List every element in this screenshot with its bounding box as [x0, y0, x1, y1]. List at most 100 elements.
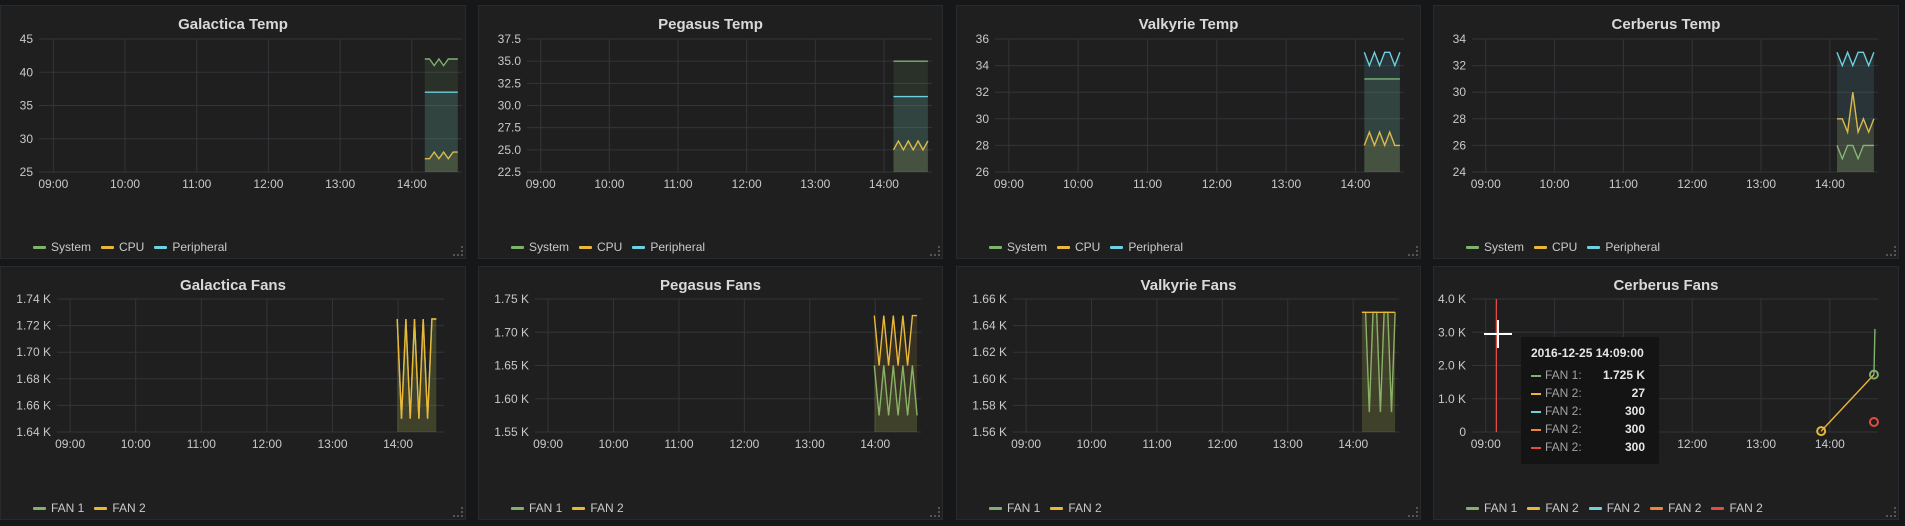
- series-line-fan-1[interactable]: [1873, 328, 1876, 375]
- panel-galactica-fans[interactable]: 1.64 K 1.66 K 1.68 K 1.70 K 1.72 K 1.74 K 09:0…: [0, 266, 466, 520]
- x-tick-label: 13:00: [325, 177, 355, 191]
- legend-item[interactable]: FAN 2: [572, 501, 624, 515]
- chart-svg[interactable]: 25 30 35 40 45 09:00 10:00 11:00 12:00 13:00 14:00: [1, 6, 467, 260]
- legend-swatch-icon: [511, 246, 524, 250]
- panel-title[interactable]: Cerberus Fans: [1613, 277, 1719, 294]
- legend: System CPU Peripheral: [1466, 240, 1670, 254]
- legend-item[interactable]: FAN 2: [1711, 501, 1763, 515]
- legend-item[interactable]: FAN 1: [33, 501, 84, 515]
- legend-item[interactable]: FAN 2: [1650, 501, 1701, 515]
- series-line-fan-2[interactable]: [396, 318, 437, 419]
- series-line-system[interactable]: [1836, 144, 1874, 161]
- resize-handle-icon[interactable]: [1886, 507, 1896, 517]
- resize-handle-icon[interactable]: [1408, 507, 1418, 517]
- series-line-cpu[interactable]: [892, 139, 929, 152]
- tooltip-row: FAN 1: 1.725 K: [1531, 366, 1649, 384]
- legend-item[interactable]: System: [511, 240, 569, 254]
- legend-item[interactable]: CPU: [579, 240, 622, 254]
- chart-svg[interactable]: 26 28 30 32 34 36 09:00 10:00 11:00 12:00 13:00 14:…: [957, 6, 1422, 260]
- tooltip-label: FAN 2:: [1545, 422, 1582, 436]
- chart-svg[interactable]: 1.56 K 1.58 K 1.60 K 1.62 K 1.64 K 1.66 K 09:0…: [957, 267, 1422, 521]
- x-tick-label: 14:00: [1815, 437, 1845, 451]
- legend-swatch-icon: [1587, 246, 1601, 250]
- series-line-fan-1[interactable]: [873, 365, 918, 416]
- series-line-peripheral[interactable]: [1836, 50, 1875, 68]
- legend-item[interactable]: Peripheral: [1110, 240, 1183, 254]
- x-tick-label: 11:00: [663, 177, 692, 191]
- panel-pegasus-fans[interactable]: 1.55 K 1.60 K 1.65 K 1.70 K 1.75 K 09:00 10:00…: [478, 266, 943, 520]
- legend-item[interactable]: FAN 2: [1588, 501, 1641, 515]
- chart-svg[interactable]: 1.64 K 1.66 K 1.68 K 1.70 K 1.72 K 1.74 K 09:0…: [1, 267, 467, 521]
- series-line-fan-1[interactable]: [1361, 311, 1396, 413]
- x-tick-label: 13:00: [317, 437, 347, 451]
- panel-title[interactable]: Pegasus Temp: [658, 16, 763, 33]
- y-tick-label: 35.0: [498, 54, 522, 68]
- x-tick-label: 14:00: [1338, 437, 1368, 451]
- x-tick-label: 13:00: [795, 437, 825, 451]
- legend-swatch-icon: [154, 246, 168, 250]
- y-tick-label: 3.0 K: [1438, 325, 1466, 339]
- legend-item[interactable]: System: [989, 240, 1047, 254]
- legend-item[interactable]: CPU: [101, 240, 144, 254]
- resize-handle-icon[interactable]: [1886, 246, 1896, 256]
- y-tick-label: 27.5: [498, 121, 522, 135]
- legend-swatch-icon: [579, 246, 593, 250]
- series-line-cpu[interactable]: [1837, 92, 1875, 135]
- series-line-fan-2[interactable]: [873, 314, 918, 366]
- legend-swatch-icon: [1527, 507, 1541, 511]
- tooltip-value: 300: [1624, 440, 1645, 454]
- series-area-system: [1837, 145, 1874, 172]
- series-area-system: [1364, 78, 1400, 172]
- legend-item[interactable]: FAN 2: [94, 501, 146, 515]
- panel-valkyrie-fans[interactable]: 1.56 K 1.58 K 1.60 K 1.62 K 1.64 K 1.66 K 09:0…: [956, 266, 1421, 520]
- legend-swatch-icon: [1534, 246, 1548, 250]
- panel-valkyrie-temp[interactable]: 26 28 30 32 34 36 09:00 10:00 11:00 12:00 13:00 14:…: [956, 5, 1421, 259]
- tooltip-swatch-icon: [1531, 428, 1541, 431]
- panel-title[interactable]: Galactica Temp: [178, 16, 288, 33]
- series-line-cpu[interactable]: [424, 150, 458, 160]
- resize-handle-icon[interactable]: [930, 507, 940, 517]
- resize-handle-icon[interactable]: [1408, 246, 1418, 256]
- series-line-peripheral[interactable]: [1363, 50, 1401, 68]
- legend-swatch-icon: [989, 507, 1002, 511]
- chart-svg[interactable]: 22.5 25.0 27.5 30.0 32.5 35.0 37.5 09:00 10:00 11…: [479, 6, 944, 260]
- legend-item[interactable]: FAN 1: [1466, 501, 1517, 515]
- legend-label: FAN 2: [1606, 501, 1641, 515]
- resize-handle-icon[interactable]: [453, 246, 463, 256]
- resize-handle-icon[interactable]: [453, 507, 463, 517]
- chart-svg[interactable]: 01.0 K2.0 K3.0 K4.0 K09:0010:0011:0012:0…: [1434, 267, 1900, 521]
- panel-title[interactable]: Galactica Fans: [180, 277, 286, 294]
- legend-item[interactable]: Peripheral: [154, 240, 227, 254]
- legend-item[interactable]: FAN 1: [989, 501, 1040, 515]
- chart-svg[interactable]: 1.55 K 1.60 K 1.65 K 1.70 K 1.75 K 09:00 10:00…: [479, 267, 944, 521]
- legend-item[interactable]: FAN 2: [1050, 501, 1102, 515]
- series-line-cpu[interactable]: [1363, 130, 1400, 148]
- y-tick-label: 30: [1453, 85, 1467, 99]
- x-tick-label: 11:00: [1142, 437, 1171, 451]
- legend-item[interactable]: System: [33, 240, 91, 254]
- panel-pegasus-temp[interactable]: 22.5 25.0 27.5 30.0 32.5 35.0 37.5 09:00 10:00 11…: [478, 5, 943, 259]
- panel-title[interactable]: Valkyrie Temp: [1138, 16, 1239, 33]
- y-tick-label: 1.70 K: [494, 325, 529, 339]
- y-tick-label: 30.0: [498, 99, 522, 113]
- panel-galactica-temp[interactable]: 25 30 35 40 45 09:00 10:00 11:00 12:00 13:00 14:00…: [0, 5, 466, 259]
- legend-item[interactable]: Peripheral: [1587, 240, 1660, 254]
- panel-title[interactable]: Pegasus Fans: [660, 277, 761, 294]
- panel-cerberus-fans[interactable]: 01.0 K2.0 K3.0 K4.0 K09:0010:0011:0012:0…: [1433, 266, 1899, 520]
- chart-svg[interactable]: 24 26 28 30 32 34 09:00 10:00 11:00 12:00 13:00 14:…: [1434, 6, 1900, 260]
- x-tick-label: 12:00: [729, 437, 759, 451]
- y-tick-label: 1.64 K: [972, 319, 1007, 333]
- legend-item[interactable]: Peripheral: [632, 240, 705, 254]
- legend-item[interactable]: CPU: [1534, 240, 1577, 254]
- legend-item[interactable]: FAN 2: [1527, 501, 1579, 515]
- series-line-system[interactable]: [424, 57, 458, 67]
- legend-item[interactable]: FAN 1: [511, 501, 562, 515]
- panel-title[interactable]: Cerberus Temp: [1611, 16, 1721, 33]
- legend-item[interactable]: System: [1466, 240, 1524, 254]
- series-line-fan-2[interactable]: [1820, 374, 1875, 432]
- legend-item[interactable]: CPU: [1057, 240, 1100, 254]
- panel-cerberus-temp[interactable]: 24 26 28 30 32 34 09:00 10:00 11:00 12:00 13:00 14:…: [1433, 5, 1899, 259]
- resize-handle-icon[interactable]: [930, 246, 940, 256]
- panel-title[interactable]: Valkyrie Fans: [1140, 277, 1237, 294]
